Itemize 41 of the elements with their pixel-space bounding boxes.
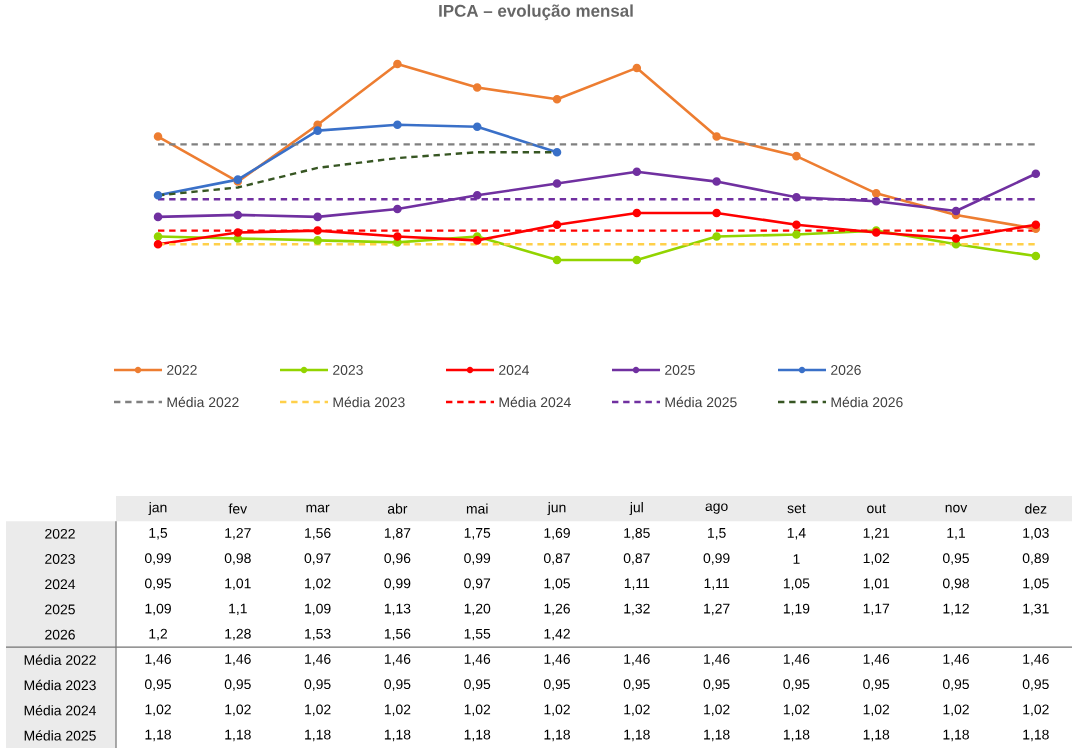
point xyxy=(552,255,562,265)
point xyxy=(871,196,881,206)
point xyxy=(552,220,562,229)
point xyxy=(153,132,163,141)
point xyxy=(951,234,961,243)
point xyxy=(153,191,163,200)
point xyxy=(632,255,642,265)
point xyxy=(712,132,721,141)
point xyxy=(632,208,642,218)
point xyxy=(632,63,642,73)
point xyxy=(153,240,163,249)
point xyxy=(472,191,482,200)
point xyxy=(792,192,801,202)
point xyxy=(1031,251,1041,261)
point xyxy=(472,122,482,131)
point xyxy=(313,226,322,235)
point xyxy=(153,232,163,241)
point xyxy=(632,167,642,177)
point xyxy=(712,232,721,241)
point xyxy=(313,236,322,245)
point xyxy=(552,147,562,157)
point xyxy=(712,208,721,218)
point xyxy=(153,212,163,222)
point xyxy=(393,59,402,69)
point xyxy=(1031,169,1041,179)
point xyxy=(393,204,402,214)
point xyxy=(393,120,402,130)
point xyxy=(871,189,881,198)
point xyxy=(552,179,562,188)
point xyxy=(233,210,243,220)
point xyxy=(552,94,562,104)
point xyxy=(792,220,801,229)
point xyxy=(712,177,721,186)
point xyxy=(313,212,322,222)
point xyxy=(792,151,801,161)
point xyxy=(233,228,243,237)
point xyxy=(313,126,322,135)
point xyxy=(472,83,482,92)
point xyxy=(792,230,801,239)
chart-title: IPCA – evolução mensal xyxy=(439,4,633,21)
point xyxy=(393,232,402,241)
